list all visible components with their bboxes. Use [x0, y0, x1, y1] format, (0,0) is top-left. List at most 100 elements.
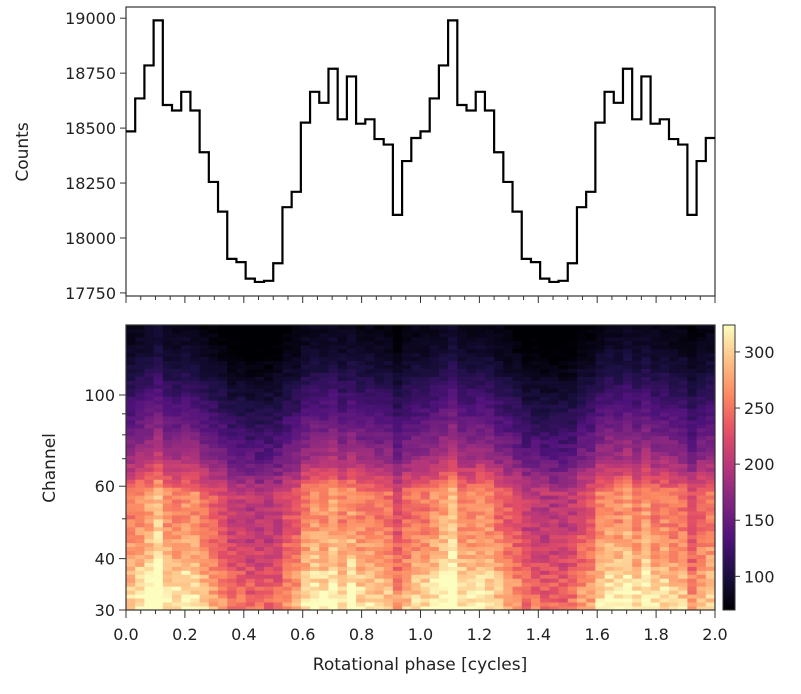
- heatmap-cell: [346, 420, 357, 425]
- heatmap-cell: [126, 392, 136, 397]
- heatmap-cell: [475, 515, 486, 520]
- heatmap-cell: [300, 412, 311, 417]
- heatmap-cell: [420, 562, 431, 567]
- heatmap-cell: [438, 412, 449, 417]
- heatmap-cell: [429, 396, 440, 401]
- heatmap-cell: [632, 483, 642, 488]
- heatmap-cell: [383, 574, 394, 579]
- heatmap-cell: [162, 435, 173, 441]
- heatmap-cell: [153, 400, 164, 405]
- heatmap-cell: [319, 582, 329, 587]
- heatmap-cell: [429, 372, 440, 377]
- heatmap-cell: [319, 507, 329, 512]
- heatmap-cell: [328, 356, 339, 362]
- heatmap-cell: [346, 503, 357, 508]
- heatmap-cell: [190, 503, 201, 508]
- heatmap-cell: [429, 602, 440, 607]
- heatmap-cell: [687, 439, 697, 445]
- heatmap-cell: [402, 574, 412, 579]
- heatmap-cell: [705, 590, 716, 595]
- heatmap-cell: [512, 459, 523, 464]
- heatmap-cell: [678, 594, 688, 599]
- heatmap-cell: [245, 376, 256, 381]
- heatmap-cell: [705, 420, 716, 425]
- heatmap-cell: [558, 566, 569, 571]
- heatmap-cell: [126, 542, 136, 548]
- heatmap-cell: [641, 491, 651, 496]
- heatmap-cell: [613, 471, 624, 476]
- heatmap-cell: [208, 483, 219, 488]
- heatmap-cell: [457, 360, 467, 365]
- heatmap-cell: [586, 392, 596, 397]
- heatmap-cell: [678, 463, 688, 468]
- heatmap-cell: [236, 431, 247, 437]
- heatmap-cell: [595, 356, 605, 362]
- heatmap-cell: [494, 348, 504, 354]
- heatmap-cell: [227, 427, 237, 433]
- heatmap-cell: [705, 574, 716, 579]
- heatmap-cell: [162, 479, 173, 484]
- heatmap-cell: [254, 586, 265, 591]
- heatmap-cell: [448, 356, 458, 362]
- heatmap-cell: [558, 459, 569, 464]
- heatmap-cell: [576, 483, 587, 488]
- heatmap-cell: [254, 471, 265, 476]
- heatmap-cell: [475, 471, 486, 476]
- heatmap-cell: [438, 542, 449, 548]
- heatmap-cell: [300, 598, 311, 603]
- heatmap-cell: [438, 511, 449, 516]
- heatmap-cell: [190, 328, 201, 334]
- heatmap-cell: [530, 518, 541, 524]
- heatmap-cell: [273, 400, 283, 405]
- heatmap-cell: [365, 606, 375, 611]
- heatmap-cell: [696, 404, 707, 409]
- heatmap-cell: [153, 503, 164, 508]
- heatmap-cell: [135, 368, 145, 373]
- heatmap-cell: [328, 526, 339, 532]
- heatmap-cell: [687, 435, 697, 441]
- heatmap-cell: [208, 522, 219, 528]
- heatmap-cell: [310, 526, 320, 532]
- heatmap-cell: [457, 598, 467, 603]
- heatmap-cell: [402, 526, 412, 532]
- heatmap-cell: [162, 380, 173, 385]
- heatmap-cell: [254, 328, 265, 334]
- heatmap-cell: [668, 336, 679, 342]
- heatmap-cell: [576, 534, 587, 540]
- heatmap-cell: [622, 451, 633, 457]
- heatmap-cell: [586, 578, 596, 583]
- heatmap-cell: [337, 459, 348, 464]
- heatmap-cell: [540, 483, 550, 488]
- heatmap-cell: [319, 515, 329, 520]
- heatmap-cell: [650, 443, 661, 449]
- heatmap-cell: [411, 495, 421, 500]
- heatmap-cell: [245, 463, 256, 468]
- heatmap-cell: [622, 416, 633, 421]
- heatmap-cell: [227, 412, 237, 417]
- heatmap-cell: [346, 463, 357, 468]
- heatmap-cell: [466, 463, 477, 468]
- heatmap-cell: [126, 590, 136, 595]
- heatmap-cell: [227, 336, 237, 342]
- heatmap-cell: [126, 475, 136, 480]
- heatmap-cell: [595, 431, 605, 437]
- heatmap-cell: [346, 344, 357, 350]
- heatmap-cell: [494, 538, 504, 544]
- heatmap-cell: [273, 376, 283, 381]
- heatmap-cell: [356, 475, 366, 480]
- heatmap-cell: [567, 412, 578, 417]
- heatmap-cell: [402, 420, 412, 425]
- heatmap-cell: [135, 515, 145, 520]
- heatmap-cell: [549, 332, 559, 338]
- heatmap-cell: [678, 380, 688, 385]
- heatmap-cell: [365, 522, 375, 528]
- heatmap-cell: [227, 526, 237, 532]
- heatmap-cell: [475, 408, 486, 413]
- heatmap-cell: [705, 515, 716, 520]
- heatmap-cell: [595, 522, 605, 528]
- heatmap-cell: [668, 412, 679, 417]
- heatmap-cell: [300, 546, 311, 552]
- heatmap-cell: [521, 542, 532, 548]
- heatmap-cell: [162, 356, 173, 362]
- heatmap-cell: [622, 598, 633, 603]
